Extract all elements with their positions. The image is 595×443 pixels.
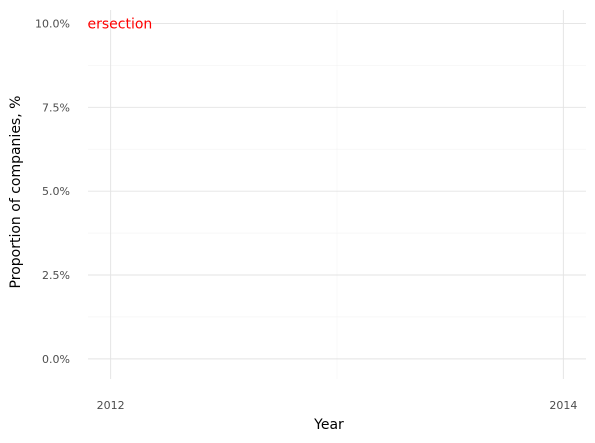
x-tick-label: 2014 bbox=[549, 399, 577, 412]
x-tick-label: 2012 bbox=[97, 399, 125, 412]
annotations: Intersection bbox=[69, 16, 152, 32]
y-tick-label: 5.0% bbox=[42, 185, 70, 198]
grid-major bbox=[88, 10, 586, 379]
x-axis-title: Year bbox=[313, 417, 344, 433]
y-tick-label: 10.0% bbox=[35, 17, 70, 30]
grid-minor bbox=[88, 10, 586, 379]
y-tick-labels: 0.0% 2.5% 5.0% 7.5% 10.0% bbox=[35, 17, 70, 365]
x-tick-labels: 2012 2014 bbox=[97, 399, 578, 412]
y-tick-label: 0.0% bbox=[42, 353, 70, 366]
y-tick-label: 7.5% bbox=[42, 101, 70, 114]
y-axis-title: Proportion of companies, % bbox=[8, 96, 24, 289]
annotation-label: Intersection bbox=[69, 16, 152, 32]
y-tick-label: 2.5% bbox=[42, 269, 70, 282]
